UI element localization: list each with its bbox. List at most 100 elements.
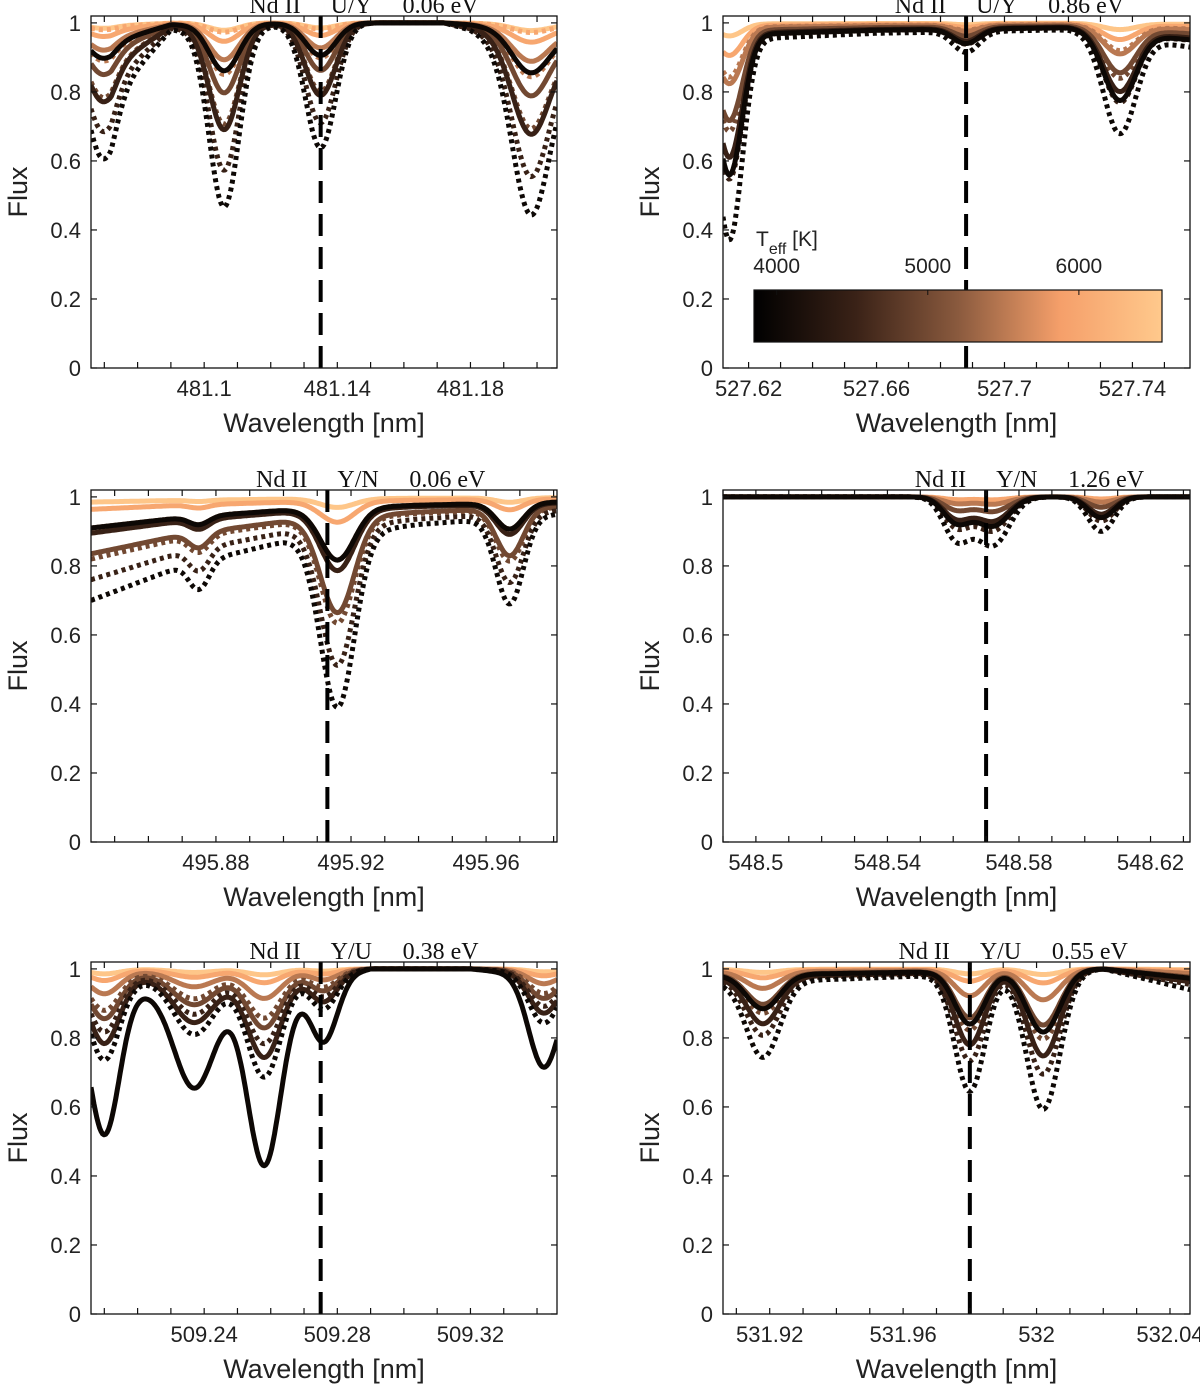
y-tick-label: 0.8 bbox=[50, 1026, 81, 1051]
y-tick-label: 0.4 bbox=[50, 218, 81, 243]
y-axis-label: Flux bbox=[3, 1112, 33, 1164]
y-tick-label: 0.4 bbox=[682, 692, 713, 717]
axes-frame bbox=[90, 961, 558, 1315]
y-tick-label: 0.2 bbox=[682, 287, 713, 312]
y-tick-label: 0.2 bbox=[682, 761, 713, 786]
energy-label: 1.26 eV bbox=[1068, 467, 1145, 493]
series-line bbox=[91, 20, 557, 218]
panel-e: 0 0.2 0.4 0.6 0.8 1 509.24 509.28 509.32 Waveleng… bbox=[3, 939, 558, 1384]
y-tick-label: 0.4 bbox=[682, 218, 713, 243]
spectra-b bbox=[723, 20, 1190, 243]
spectra-d bbox=[723, 494, 1190, 549]
y-tick-label: 0.4 bbox=[50, 1164, 81, 1189]
x-axis-label: Wavelength [nm] bbox=[223, 882, 425, 912]
y-tick-label: 0.8 bbox=[50, 554, 81, 579]
classification-label: Y/N bbox=[337, 467, 378, 493]
x-tick-label: 495.92 bbox=[317, 850, 384, 875]
y-tick-label: 0.2 bbox=[50, 287, 81, 312]
ion-label: Nd II bbox=[899, 939, 950, 965]
x-tick-label: 509.24 bbox=[171, 1322, 238, 1347]
y-tick-label: 0.2 bbox=[682, 1233, 713, 1258]
colorbar-title-sub: eff bbox=[769, 241, 787, 258]
x-tick-label: 548.58 bbox=[985, 850, 1052, 875]
y-tick-label: 0.6 bbox=[50, 149, 81, 174]
series-line bbox=[91, 504, 557, 626]
y-tick-label: 0 bbox=[69, 1302, 81, 1327]
ion-label: Nd II bbox=[895, 0, 946, 19]
x-tick-label: 527.66 bbox=[843, 376, 910, 401]
series-line bbox=[91, 508, 557, 668]
y-tick-label: 0 bbox=[701, 830, 713, 855]
x-tick-label: 527.7 bbox=[977, 376, 1032, 401]
x-tick-label: 548.62 bbox=[1117, 850, 1184, 875]
energy-label: 0.38 eV bbox=[403, 939, 480, 965]
y-tick-label: 0.8 bbox=[682, 80, 713, 105]
series-line bbox=[91, 966, 557, 1169]
y-tick-label: 0 bbox=[69, 830, 81, 855]
ion-label: Nd II bbox=[249, 939, 300, 965]
y-tick-label: 0 bbox=[701, 1302, 713, 1327]
y-tick-label: 0 bbox=[701, 356, 713, 381]
x-tick-label: 548.54 bbox=[854, 850, 921, 875]
classification-label: U/Y bbox=[976, 0, 1017, 19]
panel-f: 0 0.2 0.4 0.6 0.8 1 531.92 531.96 532 532.04 Wavel… bbox=[635, 939, 1200, 1384]
x-tick-label: 531.92 bbox=[736, 1322, 803, 1347]
x-axis-label: Wavelength [nm] bbox=[856, 408, 1058, 438]
energy-label: 0.06 eV bbox=[403, 0, 480, 19]
ion-label: Nd II bbox=[249, 0, 300, 19]
y-axis-label: Flux bbox=[3, 166, 33, 218]
y-tick-label: 1 bbox=[701, 485, 713, 510]
y-axis-label: Flux bbox=[635, 1112, 665, 1164]
series-line bbox=[723, 494, 1190, 529]
y-tick-label: 0.2 bbox=[50, 1233, 81, 1258]
x-tick-label: 527.74 bbox=[1099, 376, 1166, 401]
y-tick-label: 0.8 bbox=[50, 80, 81, 105]
series-line bbox=[723, 966, 1190, 1077]
colorbar-title-main: T bbox=[756, 228, 769, 251]
x-tick-label: 481.18 bbox=[437, 376, 504, 401]
y-tick-label: 0.6 bbox=[682, 623, 713, 648]
series-line bbox=[91, 496, 557, 525]
axes-frame bbox=[722, 961, 1191, 1315]
series-line bbox=[91, 511, 557, 710]
x-tick-label: 527.62 bbox=[715, 376, 782, 401]
colorbar-tick-label: 4000 bbox=[753, 255, 800, 278]
spectra-a bbox=[91, 20, 557, 218]
x-tick-label: 532 bbox=[1018, 1322, 1055, 1347]
colorbar-tick-label: 5000 bbox=[904, 255, 951, 278]
y-tick-label: 0.2 bbox=[50, 761, 81, 786]
y-tick-label: 1 bbox=[69, 11, 81, 36]
spectra-f bbox=[723, 966, 1190, 1112]
colorbar-tick-label: 6000 bbox=[1056, 255, 1103, 278]
panel-c: 0 0.2 0.4 0.6 0.8 1 495.88 495.92 495.96 Waveleng… bbox=[3, 467, 558, 912]
panel-b: 0 0.2 0.4 0.6 0.8 1 527.62 527.66 527.7 527.74 Wav… bbox=[635, 0, 1191, 438]
series-line bbox=[723, 25, 1190, 178]
y-tick-label: 0 bbox=[69, 356, 81, 381]
energy-label: 0.06 eV bbox=[409, 467, 486, 493]
series-line bbox=[723, 27, 1190, 243]
x-tick-label: 481.1 bbox=[177, 376, 232, 401]
y-axis-label: Flux bbox=[3, 640, 33, 692]
x-tick-label: 495.88 bbox=[182, 850, 249, 875]
x-axis-label: Wavelength [nm] bbox=[856, 1354, 1058, 1384]
y-tick-label: 0.8 bbox=[682, 1026, 713, 1051]
axes-frame bbox=[722, 489, 1191, 843]
colorbar-title-unit: [K] bbox=[786, 228, 818, 251]
series-line bbox=[723, 24, 1190, 134]
y-tick-label: 0.6 bbox=[50, 1095, 81, 1120]
series-line bbox=[723, 494, 1190, 549]
panel-a: 0 0.2 0.4 0.6 0.8 1 481.1 481.14 481.18 Wavelengt… bbox=[3, 0, 558, 438]
series-line bbox=[723, 22, 1190, 80]
x-tick-label: 495.96 bbox=[452, 850, 519, 875]
x-tick-label: 509.32 bbox=[437, 1322, 504, 1347]
series-line bbox=[91, 20, 557, 76]
series-line bbox=[723, 966, 1190, 1112]
y-tick-label: 1 bbox=[701, 11, 713, 36]
classification-label: Y/U bbox=[331, 939, 372, 965]
classification-label: U/Y bbox=[331, 0, 372, 19]
y-tick-label: 0.6 bbox=[682, 1095, 713, 1120]
axes-frame bbox=[722, 15, 1191, 369]
y-axis-label: Flux bbox=[635, 640, 665, 692]
x-axis-label: Wavelength [nm] bbox=[856, 882, 1058, 912]
